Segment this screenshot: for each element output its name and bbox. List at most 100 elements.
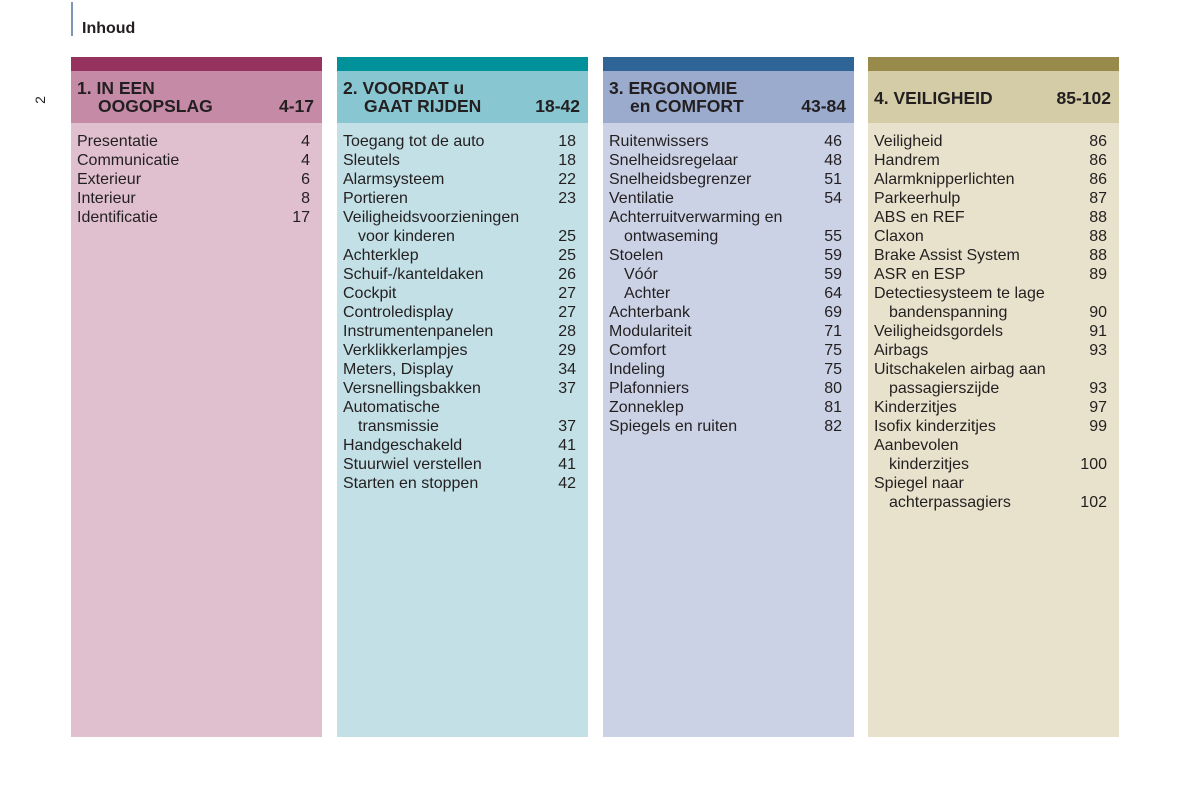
toc-entry-label: Cockpit xyxy=(343,285,397,302)
toc-entry-label: Airbags xyxy=(874,342,929,359)
toc-entry[interactable]: Toegang tot de auto 18 xyxy=(337,132,588,151)
toc-entry[interactable]: Exterieur 6 xyxy=(71,170,322,189)
toc-entry[interactable]: Controledisplay 27 xyxy=(337,303,588,322)
section-title: 1. IN EEN OOGOPSLAG xyxy=(77,78,213,116)
toc-entry[interactable]: Automatische transmissie 37 xyxy=(337,398,588,436)
toc-entry[interactable]: Achterbank 69 xyxy=(603,303,854,322)
toc-entry[interactable]: Detectiesysteem te lage bandenspanning 90 xyxy=(868,284,1119,322)
toc-entry[interactable]: Schuif-/kanteldaken 26 xyxy=(337,265,588,284)
toc-entry[interactable]: Snelheidsregelaar 48 xyxy=(603,151,854,170)
toc-entry[interactable]: Isofix kinderzitjes 99 xyxy=(868,417,1119,436)
toc-entry-page: 27 xyxy=(558,304,576,321)
toc-entry-label: Parkeerhulp xyxy=(874,190,961,207)
toc-entry-label: Indeling xyxy=(609,361,666,378)
toc-entry[interactable]: Alarmsysteem 22 xyxy=(337,170,588,189)
toc-entry-page: 97 xyxy=(1089,399,1107,416)
toc-entry[interactable]: Comfort 75 xyxy=(603,341,854,360)
toc-entry-page: 86 xyxy=(1089,171,1107,188)
toc-entry-label: Versnellingsbakken xyxy=(343,380,481,397)
toc-entry[interactable]: Ventilatie 54 xyxy=(603,189,854,208)
toc-entry[interactable]: Interieur 8 xyxy=(71,189,322,208)
toc-entry-page: 41 xyxy=(558,437,576,454)
toc-entry[interactable]: Uitschakelen airbag aan passagierszijde 93 xyxy=(868,360,1119,398)
toc-entry[interactable]: Spiegel naar achterpassagiers 102 xyxy=(868,474,1119,512)
toc-entry-page: 88 xyxy=(1089,247,1107,264)
section-page-range[interactable]: 4-17 xyxy=(278,96,314,116)
toc-entry[interactable]: Kinderzitjes 97 xyxy=(868,398,1119,417)
toc-entry[interactable]: Veiligheidsvoorzieningen voor kinderen 25 xyxy=(337,208,588,246)
toc-entry[interactable]: Spiegels en ruiten 82 xyxy=(603,417,854,436)
section-entries: Ruitenwissers 46 Snelheidsregelaar 48 Snelhe… xyxy=(603,123,854,436)
toc-entry-page: 4 xyxy=(301,133,310,150)
toc-entry[interactable]: Achter 64 xyxy=(603,284,854,303)
toc-entry[interactable]: Alarmknipperlichten 86 xyxy=(868,170,1119,189)
section-color-bar xyxy=(868,57,1119,71)
section-title: 4. VEILIGHEID xyxy=(874,88,993,108)
toc-entry[interactable]: Instrumentenpanelen 28 xyxy=(337,322,588,341)
toc-entry[interactable]: Modulariteit 71 xyxy=(603,322,854,341)
toc-entry[interactable]: Veiligheidsgordels 91 xyxy=(868,322,1119,341)
section-page-range[interactable]: 85-102 xyxy=(1056,88,1112,108)
toc-entry-page: 28 xyxy=(558,323,576,340)
toc-entry-page: 59 xyxy=(824,247,842,264)
toc-entry[interactable]: Ruitenwissers 46 xyxy=(603,132,854,151)
toc-entry[interactable]: Claxon 88 xyxy=(868,227,1119,246)
toc-entry[interactable]: Verklikkerlampjes 29 xyxy=(337,341,588,360)
toc-entry-page: 41 xyxy=(558,456,576,473)
toc-entry[interactable]: Stuurwiel verstellen 41 xyxy=(337,455,588,474)
toc-entry[interactable]: ABS en REF 88 xyxy=(868,208,1119,227)
toc-entry[interactable]: Plafonniers 80 xyxy=(603,379,854,398)
toc-entry[interactable]: Achterruitverwarming en ontwaseming 55 xyxy=(603,208,854,246)
toc-entry-label: Verklikkerlampjes xyxy=(343,342,468,359)
toc-entry[interactable]: Stoelen 59 xyxy=(603,246,854,265)
toc-entry[interactable]: Vóór 59 xyxy=(603,265,854,284)
toc-entry[interactable]: Portieren 23 xyxy=(337,189,588,208)
toc-entry-label: Achterklep xyxy=(343,247,419,264)
page-title: Inhoud xyxy=(82,20,136,37)
toc-entry[interactable]: Brake Assist System 88 xyxy=(868,246,1119,265)
section-column: 4. VEILIGHEID 85-102 Veiligheid 86 Handrem… xyxy=(868,57,1119,737)
toc-entry-label: Identificatie xyxy=(77,209,158,226)
toc-entry-page: 86 xyxy=(1089,152,1107,169)
toc-entry-page: 6 xyxy=(301,171,310,188)
toc-entry[interactable]: ASR en ESP 89 xyxy=(868,265,1119,284)
section-entries: Veiligheid 86 Handrem 86 Alarmknipperlichten… xyxy=(868,123,1119,512)
toc-entry[interactable]: Parkeerhulp 87 xyxy=(868,189,1119,208)
section-page-range[interactable]: 43-84 xyxy=(801,96,846,116)
toc-entry-page: 88 xyxy=(1089,209,1107,226)
toc-entry-label: Veiligheid xyxy=(874,133,943,150)
section-page-range[interactable]: 18-42 xyxy=(535,96,580,116)
toc-entry-page: 26 xyxy=(558,266,576,283)
toc-entry-page: 69 xyxy=(824,304,842,321)
toc-entry-label: Modulariteit xyxy=(609,323,692,340)
toc-entry[interactable]: Starten en stoppen 42 xyxy=(337,474,588,493)
toc-entry[interactable]: Meters, Display 34 xyxy=(337,360,588,379)
toc-entry-page: 102 xyxy=(1080,494,1107,511)
toc-entry-label: Sleutels xyxy=(343,152,400,169)
toc-entry-page: 27 xyxy=(558,285,576,302)
toc-entry[interactable]: Zonneklep 81 xyxy=(603,398,854,417)
toc-entry[interactable]: Airbags 93 xyxy=(868,341,1119,360)
toc-entry-page: 34 xyxy=(558,361,576,378)
toc-entry[interactable]: Handgeschakeld 41 xyxy=(337,436,588,455)
section-header: 4. VEILIGHEID 85-102 xyxy=(868,71,1119,123)
toc-entry-label: Brake Assist System xyxy=(874,247,1020,264)
toc-entry[interactable]: Communicatie 4 xyxy=(71,151,322,170)
toc-entry[interactable]: Aanbevolen kinderzitjes 100 xyxy=(868,436,1119,474)
toc-entry-page: 55 xyxy=(824,228,842,245)
toc-entry[interactable]: Identificatie 17 xyxy=(71,208,322,227)
toc-entry[interactable]: Sleutels 18 xyxy=(337,151,588,170)
toc-entry[interactable]: Cockpit 27 xyxy=(337,284,588,303)
toc-entry-page: 18 xyxy=(558,152,576,169)
toc-entry[interactable]: Indeling 75 xyxy=(603,360,854,379)
toc-entry-page: 54 xyxy=(824,190,842,207)
toc-entry[interactable]: Snelheidsbegrenzer 51 xyxy=(603,170,854,189)
toc-entry-label: Vóór xyxy=(624,266,658,283)
toc-entry[interactable]: Handrem 86 xyxy=(868,151,1119,170)
toc-entry[interactable]: Veiligheid 86 xyxy=(868,132,1119,151)
toc-entry-label: Automatische transmissie xyxy=(343,399,440,435)
toc-entry[interactable]: Presentatie 4 xyxy=(71,132,322,151)
page-number: 2 xyxy=(31,96,48,104)
toc-entry[interactable]: Versnellingsbakken 37 xyxy=(337,379,588,398)
toc-entry[interactable]: Achterklep 25 xyxy=(337,246,588,265)
